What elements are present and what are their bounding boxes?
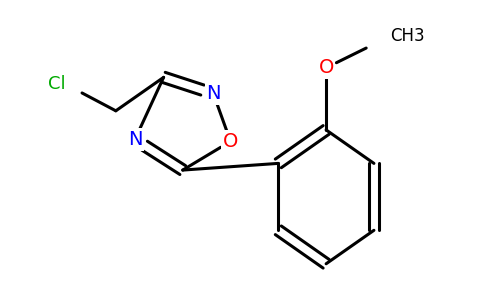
Text: Cl: Cl <box>47 75 65 93</box>
Text: O: O <box>223 132 238 151</box>
Text: N: N <box>206 84 221 103</box>
Text: N: N <box>128 130 142 149</box>
Text: O: O <box>318 58 334 77</box>
Text: CH3: CH3 <box>390 27 425 45</box>
